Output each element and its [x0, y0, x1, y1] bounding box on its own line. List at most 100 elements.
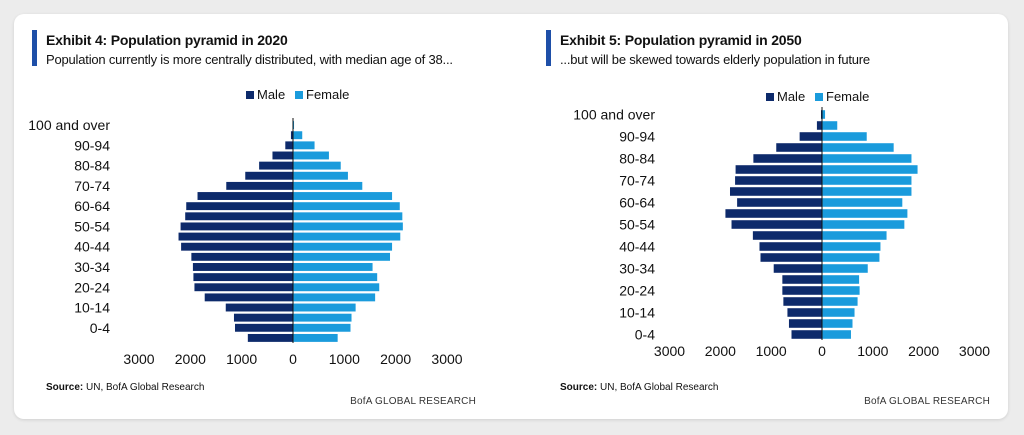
bar-female: [822, 121, 838, 130]
legend-swatch-female: [295, 91, 303, 99]
source-text: UN, BofA Global Research: [86, 382, 205, 393]
bar-male: [247, 333, 293, 342]
bar-male: [192, 263, 293, 271]
bar-male: [735, 176, 822, 185]
chart-title: Exhibit 4: Population pyramid in 2020: [46, 32, 288, 48]
bar-female: [293, 333, 338, 342]
population-pyramid-2020: Male Female 100 and over 90-94 80-84 70-74 60-…: [28, 87, 463, 367]
source-note: Source: UN, BofA Global Research: [46, 382, 204, 393]
bar-male: [181, 242, 293, 251]
bar-male: [226, 181, 293, 190]
y-tick-label: 10-14: [74, 300, 110, 316]
legend-label-male: Male: [777, 89, 805, 104]
bar-female: [822, 132, 867, 141]
y-tick-label: 10-14: [619, 305, 655, 321]
x-tick-label: 1000: [329, 351, 360, 367]
bar-male: [783, 297, 822, 306]
bar-male: [204, 293, 293, 302]
bar-female: [822, 187, 912, 196]
bar-female: [293, 171, 348, 180]
bar-male: [234, 323, 293, 332]
bar-female: [293, 202, 400, 211]
bar-male: [782, 286, 822, 295]
bar-female: [293, 293, 376, 302]
x-tick-label: 2000: [705, 343, 736, 359]
bar-female: [293, 222, 403, 231]
bar-female: [293, 192, 393, 200]
legend-label-female: Female: [826, 89, 869, 104]
y-tick-label: 0-4: [90, 320, 110, 336]
y-tick-label: 30-34: [619, 261, 655, 277]
y-tick-label: 20-24: [74, 279, 110, 295]
chart-subtitle: Population currently is more centrally d…: [46, 52, 453, 67]
x-tick-label: 2000: [908, 343, 939, 359]
bar-male: [752, 231, 822, 240]
bar-male: [799, 132, 822, 141]
bar-male: [729, 187, 822, 196]
bar-female: [822, 154, 912, 163]
y-tick-label: 90-94: [619, 129, 655, 145]
bar-male: [285, 141, 293, 150]
y-tick-label: 70-74: [619, 173, 655, 189]
y-tick-label: 60-64: [74, 198, 110, 214]
x-tick-label: 3000: [431, 351, 462, 367]
bar-female: [822, 286, 860, 295]
bar-male: [725, 209, 822, 218]
x-tick-label: 0: [818, 343, 826, 359]
bar-female: [293, 252, 391, 261]
bar-female: [293, 181, 363, 190]
bar-male: [787, 308, 822, 317]
bar-female: [822, 209, 908, 218]
bar-female: [822, 231, 887, 240]
bar-female: [822, 253, 880, 262]
bar-male: [759, 242, 822, 251]
bar-male: [753, 154, 822, 163]
bar-male: [191, 252, 293, 261]
y-tick-label: 40-44: [619, 239, 655, 255]
brand-label: BofA GLOBAL RESEARCH: [864, 396, 990, 407]
bar-male: [760, 253, 822, 262]
y-tick-label: 50-54: [619, 217, 655, 233]
bar-female: [822, 220, 905, 229]
y-tick-label: 20-24: [619, 283, 655, 299]
bar-female: [293, 313, 352, 322]
bar-male: [788, 319, 822, 328]
bar-female: [293, 212, 403, 221]
bar-male: [178, 232, 293, 241]
x-tick-label: 2000: [380, 351, 411, 367]
bar-male: [820, 110, 822, 119]
bar-male: [782, 275, 822, 284]
bar-female: [822, 308, 855, 317]
y-tick-label: 90-94: [74, 137, 110, 153]
exhibit-4-panel: Exhibit 4: Population pyramid in 2020 Po…: [14, 14, 494, 419]
source-note: Source: UN, BofA Global Research: [560, 382, 718, 393]
bar-female: [293, 121, 295, 130]
y-tick-label: 100 and over: [28, 117, 110, 133]
legend-swatch-male: [246, 91, 254, 99]
bar-female: [293, 161, 341, 170]
x-tick-label: 3000: [654, 343, 685, 359]
bar-female: [293, 141, 315, 150]
bar-female: [822, 319, 853, 328]
bar-male: [735, 165, 822, 174]
bar-male: [290, 131, 293, 140]
bar-male: [816, 121, 822, 130]
y-tick-label: 0-4: [635, 327, 655, 343]
bar-female: [293, 242, 393, 251]
bar-female: [822, 275, 860, 284]
y-tick-label: 80-84: [74, 158, 110, 174]
bar-male: [186, 202, 293, 211]
bar-male: [245, 171, 293, 180]
bar-female: [293, 323, 351, 332]
legend-label-male: Male: [257, 87, 285, 102]
bar-female: [293, 303, 356, 312]
x-tick-label: 3000: [959, 343, 990, 359]
y-tick-label: 40-44: [74, 239, 110, 255]
bar-female: [293, 151, 329, 160]
chart-title: Exhibit 5: Population pyramid in 2050: [560, 32, 802, 48]
bar-male: [193, 273, 293, 282]
legend-swatch-female: [815, 93, 823, 101]
x-tick-label: 1000: [756, 343, 787, 359]
x-tick-label: 0: [289, 351, 297, 367]
bar-male: [233, 313, 293, 322]
